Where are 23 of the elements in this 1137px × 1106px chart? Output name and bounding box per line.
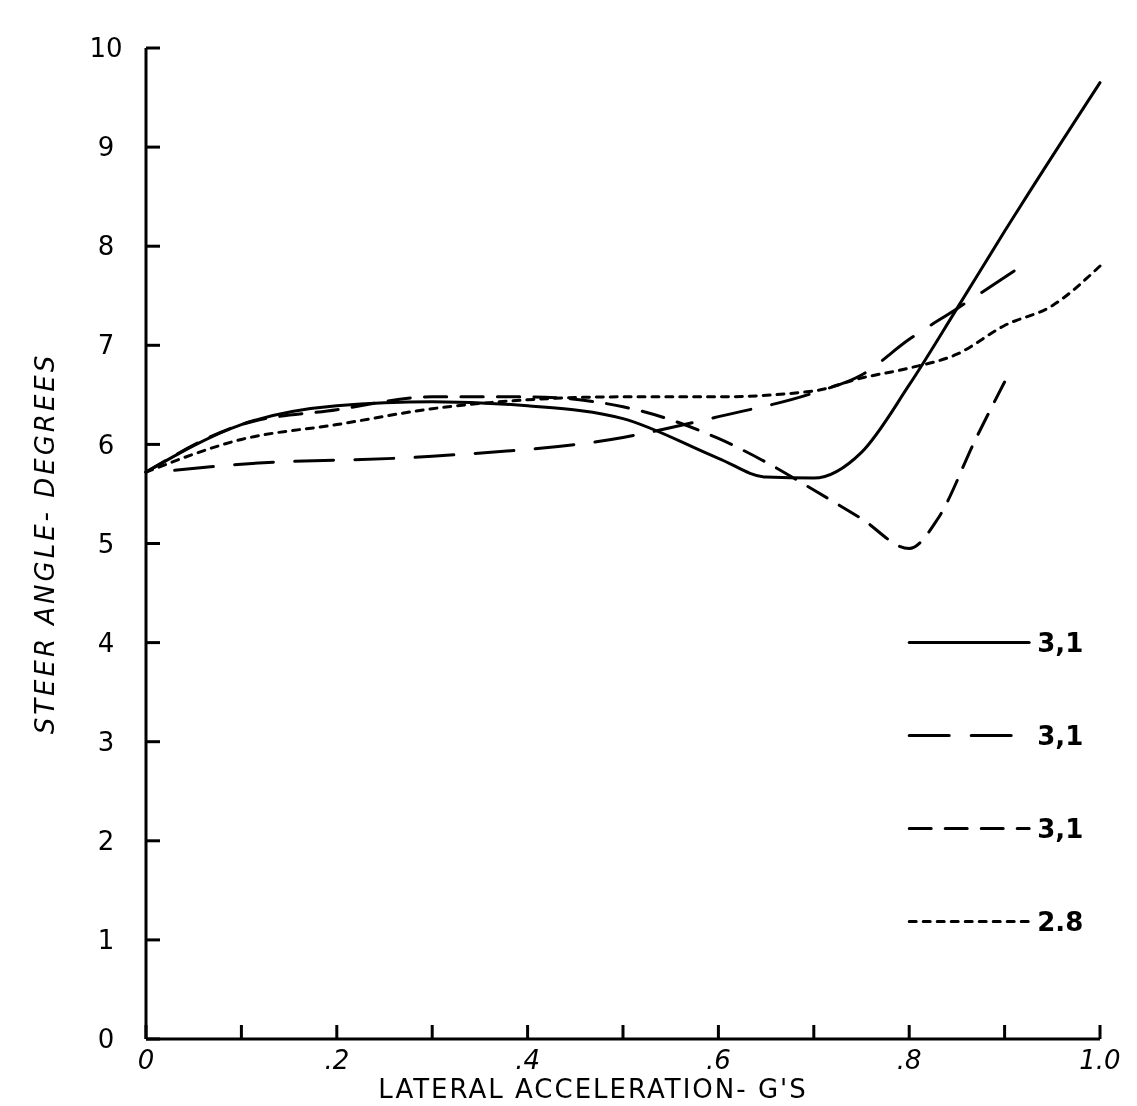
y-tick-label: 4 bbox=[97, 627, 115, 658]
x-tick-label: .8 bbox=[896, 1045, 922, 1075]
legend-label: 2.8 bbox=[1037, 906, 1084, 937]
y-tick-label: 1 bbox=[97, 925, 115, 955]
y-tick-label: 6 bbox=[97, 429, 115, 460]
x-tick-label: .4 bbox=[515, 1045, 541, 1075]
y-tick-label: 7 bbox=[97, 330, 115, 361]
y-tick-label: 9 bbox=[97, 132, 115, 163]
y-tick-label: 3 bbox=[97, 726, 115, 757]
legend-label: 3,1 bbox=[1037, 627, 1084, 658]
x-axis-title: LATERAL ACCELERATION- G'S bbox=[378, 1074, 808, 1104]
x-tick-label: 0 bbox=[137, 1045, 155, 1075]
y-tick-label: 10 bbox=[89, 33, 123, 64]
legend-label: 3,1 bbox=[1037, 720, 1084, 751]
legend-label: 3,1 bbox=[1037, 813, 1084, 844]
y-tick-label: 8 bbox=[97, 231, 115, 262]
x-tick-label: .6 bbox=[705, 1045, 731, 1075]
y-tick-label: 2 bbox=[97, 825, 115, 856]
y-tick-label: 5 bbox=[97, 528, 115, 559]
y-tick-label: 0 bbox=[97, 1024, 115, 1055]
x-tick-label: .2 bbox=[324, 1045, 350, 1075]
x-tick-label: 1.0 bbox=[1079, 1045, 1121, 1075]
y-axis-title: STEER ANGLE- DEGREES bbox=[30, 352, 60, 735]
